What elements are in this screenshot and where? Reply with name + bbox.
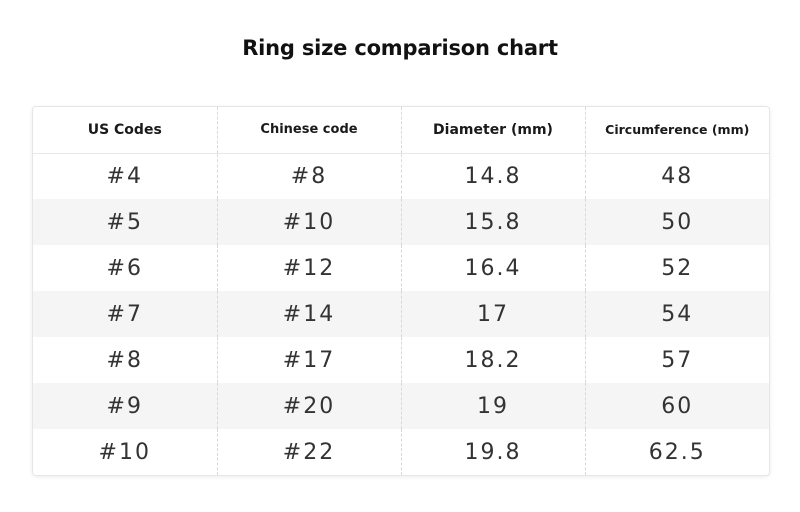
header-circumference: Circumference (mm): [605, 122, 750, 138]
cell-circumference: 54: [661, 301, 694, 327]
cell-diameter: 14.8: [401, 153, 586, 199]
table-header-row: US Codes Chinese code Diameter (mm) Circ…: [33, 107, 769, 153]
cell-circumference: 62.5: [648, 439, 706, 465]
header-us-codes: US Codes: [33, 107, 218, 153]
cell-us-code: #6: [33, 245, 218, 291]
cell-us-code: #5: [33, 199, 218, 245]
cell-circumference: 50: [661, 209, 694, 235]
table-row: #7 #14 17 54: [33, 291, 769, 337]
cell-chinese-code: #12: [217, 245, 402, 291]
cell-circumference: 57: [661, 347, 694, 373]
cell-us-code: #8: [33, 337, 218, 383]
ring-size-table: US Codes Chinese code Diameter (mm) Circ…: [33, 107, 769, 475]
cell-diameter: 17: [401, 291, 586, 337]
cell-chinese-code: #8: [217, 153, 402, 199]
table-row: #8 #17 18.2 57: [33, 337, 769, 383]
cell-us-code: #9: [33, 383, 218, 429]
cell-us-code: #7: [33, 291, 218, 337]
cell-diameter: 15.8: [401, 199, 586, 245]
cell-diameter: 19: [401, 383, 586, 429]
cell-circumference: 52: [661, 255, 694, 281]
cell-us-code: #4: [33, 153, 218, 199]
cell-diameter: 16.4: [401, 245, 586, 291]
header-diameter: Diameter (mm): [401, 107, 586, 153]
table-row: #4 #8 14.8 48: [33, 153, 769, 199]
table-row: #5 #10 15.8 50: [33, 199, 769, 245]
cell-chinese-code: #14: [217, 291, 402, 337]
cell-diameter: 18.2: [401, 337, 586, 383]
table-row: #10 #22 19.8 62.5: [33, 429, 769, 475]
cell-circumference: 48: [661, 163, 694, 189]
cell-chinese-code: #17: [217, 337, 402, 383]
header-chinese-code: Chinese code: [217, 107, 402, 153]
cell-chinese-code: #10: [217, 199, 402, 245]
ring-size-table-container: US Codes Chinese code Diameter (mm) Circ…: [32, 106, 770, 476]
cell-circumference: 60: [661, 393, 694, 419]
cell-diameter: 19.8: [401, 429, 586, 475]
table-row: #6 #12 16.4 52: [33, 245, 769, 291]
page-title: Ring size comparison chart: [242, 36, 558, 60]
table-row: #9 #20 19 60: [33, 383, 769, 429]
cell-us-code: #10: [33, 429, 218, 475]
cell-chinese-code: #22: [217, 429, 402, 475]
cell-chinese-code: #20: [217, 383, 402, 429]
